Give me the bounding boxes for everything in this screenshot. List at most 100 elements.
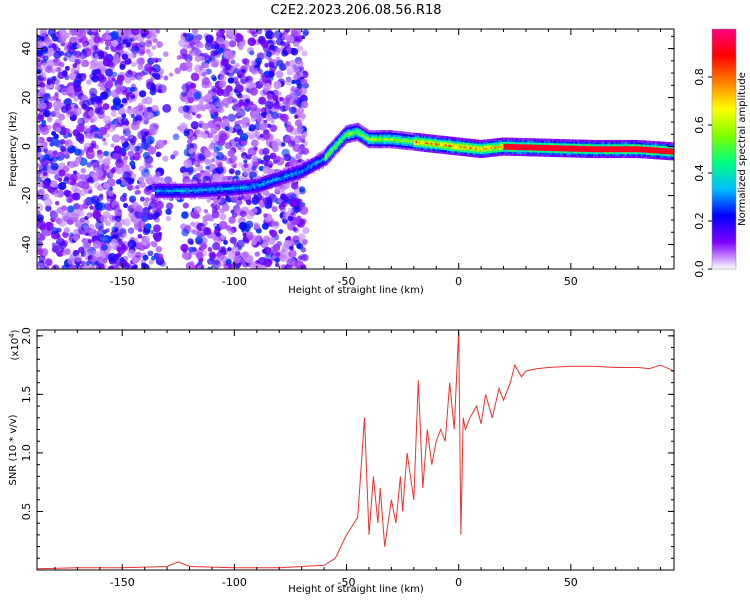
heatmap-cell	[343, 141, 346, 144]
heatmap-cell	[62, 87, 68, 93]
heatmap-cell	[228, 185, 232, 188]
heatmap-cell	[298, 162, 302, 165]
heatmap-cell	[332, 149, 335, 152]
heatmap-cell	[224, 63, 232, 71]
heatmap-cell	[520, 145, 524, 149]
heatmap-cell	[488, 140, 491, 144]
heatmap-cell	[107, 265, 114, 269]
heatmap-cell	[158, 193, 162, 196]
heatmap-cell	[300, 168, 303, 171]
heatmap-cell	[259, 183, 263, 186]
heatmap-cell	[82, 99, 90, 108]
heatmap-cell	[234, 184, 237, 188]
heatmap-cell	[96, 150, 105, 159]
heatmap-cell	[395, 130, 398, 134]
heatmap-cell	[284, 175, 287, 178]
heatmap-cell	[464, 153, 467, 157]
heatmap-cell	[155, 139, 165, 149]
heatmap-cell	[489, 150, 493, 154]
heatmap-cell	[81, 181, 90, 190]
heatmap-cell	[454, 141, 458, 144]
heatmap-cell	[212, 193, 215, 197]
heatmap-cell	[251, 181, 254, 184]
heatmap-cell	[329, 148, 333, 151]
heatmap-cell	[489, 154, 493, 157]
heatmap-cell	[316, 161, 319, 164]
heatmap-cell	[204, 184, 207, 188]
heatmap-cell	[194, 161, 201, 168]
heatmap-cell	[162, 191, 166, 194]
heatmap-cell	[558, 142, 561, 146]
heatmap-cell	[363, 133, 366, 136]
heatmap-cell	[37, 203, 44, 212]
heatmap-cell	[301, 78, 308, 84]
heatmap-cell	[294, 114, 299, 119]
heatmap-cell	[177, 197, 180, 200]
heatmap-cell	[207, 180, 210, 183]
heatmap-cell	[92, 240, 102, 249]
heatmap-cell	[278, 177, 281, 180]
heatmap-cell	[143, 201, 149, 207]
heatmap-cell	[520, 141, 524, 145]
heatmap-cell	[476, 153, 479, 156]
heatmap-cell	[238, 99, 245, 105]
heatmap-cell	[485, 151, 489, 154]
heatmap-cell	[494, 148, 497, 151]
heatmap-cell	[48, 47, 54, 53]
heatmap-cell	[328, 145, 331, 149]
heatmap-cell	[247, 183, 250, 186]
heatmap-cell	[539, 152, 542, 155]
heatmap-cell	[146, 135, 155, 145]
heatmap-cell	[238, 184, 241, 187]
heatmap-cell	[524, 153, 528, 157]
heatmap-cell	[305, 171, 308, 174]
heatmap-cell	[402, 147, 405, 150]
heatmap-cell	[227, 191, 230, 194]
heatmap-cell	[563, 143, 567, 146]
heatmap-cell	[227, 193, 230, 196]
heatmap-cell	[354, 133, 357, 136]
heatmap-cell	[434, 140, 437, 144]
heatmap-cell	[344, 139, 347, 143]
heatmap-cell	[223, 240, 228, 245]
heatmap-cell	[180, 191, 183, 194]
heatmap-cell	[212, 190, 215, 193]
heatmap-cell	[277, 171, 280, 175]
heatmap-cell	[89, 62, 98, 71]
heatmap-cell	[273, 184, 276, 188]
heatmap-cell	[212, 188, 215, 191]
heatmap-cell	[190, 72, 200, 82]
heatmap-cell	[169, 72, 174, 77]
heatmap-cell	[219, 189, 222, 193]
heatmap-cell	[225, 85, 233, 93]
heatmap-cell	[409, 132, 412, 135]
heatmap-cell	[547, 138, 551, 142]
heatmap-cell	[355, 132, 358, 136]
heatmap-cell	[363, 127, 366, 130]
heatmap-cell	[558, 150, 561, 154]
heatmap-cell	[313, 160, 316, 164]
heatmap-cell	[464, 142, 467, 145]
heatmap-cell	[73, 160, 78, 165]
heatmap-cell	[282, 169, 285, 173]
heatmap-cell	[161, 189, 164, 192]
heatmap-cell	[438, 135, 442, 138]
heatmap-cell	[317, 162, 320, 165]
heatmap-cell	[461, 139, 464, 143]
heatmap-cell	[461, 141, 464, 145]
heatmap-cell	[207, 247, 213, 252]
heatmap-cell	[74, 88, 83, 97]
heatmap-cell	[40, 29, 47, 33]
heatmap-cell	[130, 94, 136, 100]
heatmap-cell	[228, 193, 232, 196]
heatmap-cell	[524, 149, 528, 153]
heatmap-cell	[348, 140, 351, 143]
heatmap-cell	[363, 142, 366, 146]
heatmap-cell	[480, 149, 483, 153]
heatmap-cell	[557, 140, 560, 144]
heatmap-cell	[269, 180, 272, 183]
heatmap-cell	[295, 154, 301, 160]
heatmap-cell	[394, 130, 397, 134]
heatmap-cell	[391, 145, 394, 149]
heatmap-cell	[137, 220, 146, 229]
